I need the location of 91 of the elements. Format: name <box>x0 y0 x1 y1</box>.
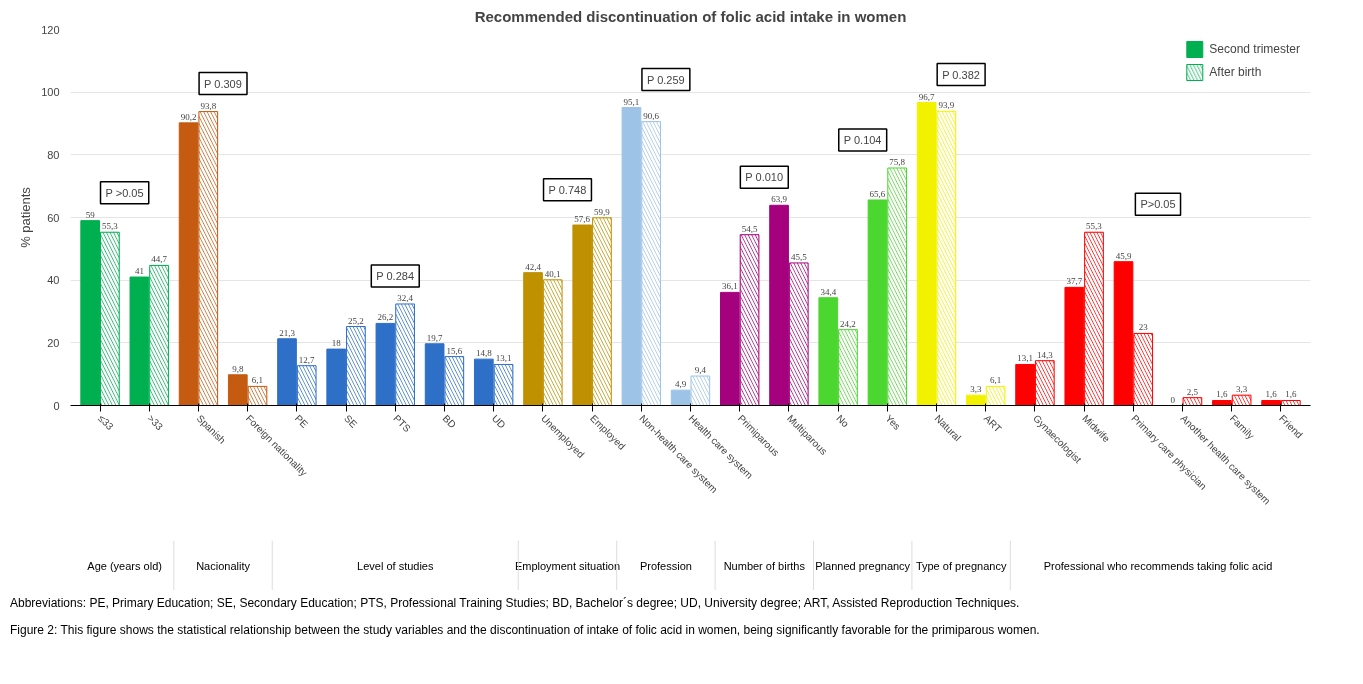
text: Number of births <box>723 559 806 572</box>
data-label: 95,1 <box>623 96 640 107</box>
y-tick-label: 120 <box>41 23 60 36</box>
y-tick-label: 60 <box>47 211 60 224</box>
data-label: 40,1 <box>544 268 561 279</box>
data-label: 90,2 <box>180 111 197 122</box>
data-label: 24,2 <box>840 318 856 329</box>
data-label: 41 <box>134 266 144 277</box>
data-label: 55,3 <box>101 221 119 232</box>
data-label: 19,7 <box>426 332 443 343</box>
x-tick-label: Yes <box>883 412 903 432</box>
y-tick-label: 80 <box>47 148 60 161</box>
data-label: 2,5 <box>1186 386 1199 397</box>
data-label: 42,4 <box>525 261 542 272</box>
data-label: 15,6 <box>446 345 463 356</box>
data-label: 1,6 <box>1265 389 1278 400</box>
data-label: 93,9 <box>938 100 955 111</box>
x-tick-label: UD <box>489 412 508 431</box>
annotation: P 0.104 <box>843 133 882 146</box>
text: Level of studies <box>357 559 434 572</box>
data-label: 90,6 <box>643 110 660 121</box>
legend-label: After birth <box>1209 65 1262 79</box>
x-tick-label: PTS <box>391 412 414 435</box>
y-tick-label: 0 <box>53 399 60 412</box>
data-label: 6,1 <box>989 375 1002 386</box>
annotation: P 0.748 <box>548 183 587 196</box>
data-label: 14,8 <box>475 348 493 359</box>
text: Professional who recommends taking folic acid <box>1043 559 1273 572</box>
data-label: 55,3 <box>1086 221 1103 232</box>
data-label: 59,9 <box>594 206 611 217</box>
data-label: 25,2 <box>348 315 364 326</box>
text: Abbreviations: PE, Primary Education; SE, Secondary Education; PTS, Professional Training Studies; BD, Bachelor´s degree; UD, University degree; ART, Assisted Reproduction Techniques. <box>10 595 1020 612</box>
data-label: 45,5 <box>790 251 808 262</box>
data-label: 65,6 <box>869 188 886 199</box>
x-tick-label: ART <box>981 412 1004 435</box>
data-label: 4,9 <box>675 379 687 390</box>
data-label: 75,8 <box>889 156 906 167</box>
x-tick-label: BD <box>440 412 459 431</box>
y-axis-title: % patients <box>18 186 34 248</box>
annotation: P >0.05 <box>105 186 144 199</box>
x-tick-label: PE <box>292 412 311 431</box>
data-label: 12,7 <box>298 354 316 365</box>
annotation: P 0.259 <box>646 73 685 86</box>
data-label: 1,6 <box>1216 389 1229 400</box>
data-label: 3,3 <box>1235 384 1248 395</box>
data-label: 54,5 <box>741 223 758 234</box>
text: Employment situation <box>514 559 621 572</box>
legend-label: Second trimester <box>1209 42 1300 56</box>
text: Planned pregnancy <box>815 559 911 572</box>
caption: Figure 2: This figure shows the statistical relationship between the study variables and the discontinuation of intake of folic acid in women, being significantly favorable for the primiparous women. <box>10 622 1040 640</box>
annotation: P 0.382 <box>942 68 980 81</box>
annotation: P 0.010 <box>745 171 784 184</box>
data-label: 26,2 <box>377 312 394 323</box>
data-label: 9,8 <box>232 363 244 374</box>
data-label: 32,4 <box>397 292 414 303</box>
annotation: P>0.05 <box>1140 198 1176 211</box>
data-label: 59 <box>85 209 96 220</box>
y-tick-label: 100 <box>41 86 60 99</box>
x-tick-label: ≤33 <box>96 412 116 433</box>
data-label: 36,1 <box>721 281 738 292</box>
data-label: 63,9 <box>771 194 788 205</box>
x-tick-label: SE <box>342 412 360 431</box>
data-label: 14,3 <box>1036 349 1054 360</box>
data-label: 6,1 <box>251 375 264 386</box>
data-label: 13,1 <box>1017 353 1033 364</box>
data-label: 13,1 <box>495 353 512 364</box>
data-label: 37,7 <box>1066 276 1083 287</box>
text: Nacionality <box>196 559 251 572</box>
annotation: P 0.309 <box>204 77 242 90</box>
data-label: 23 <box>1138 322 1149 333</box>
data-label: 93,8 <box>200 100 217 111</box>
x-tick-label: No <box>834 412 852 430</box>
text: Type of pregnancy <box>915 559 1007 572</box>
text: Age (years old) <box>87 559 162 572</box>
data-label: 96,7 <box>918 91 936 102</box>
chart-title: Recommended discontinuation of folic acid intake in women <box>474 7 907 25</box>
data-label: 45,9 <box>1115 250 1132 261</box>
data-label: 0 <box>1170 394 1176 405</box>
y-tick-label: 20 <box>47 336 60 349</box>
data-label: 34,4 <box>820 286 837 297</box>
data-label: 1,6 <box>1285 389 1297 400</box>
data-label: 57,6 <box>574 214 591 225</box>
annotation: P 0.284 <box>376 269 415 282</box>
data-label: 44,7 <box>151 254 168 265</box>
data-label: 9,4 <box>694 365 707 376</box>
x-tick-label: >33 <box>145 412 166 433</box>
text: Profession <box>639 559 692 572</box>
data-label: 3,3 <box>970 384 983 395</box>
data-label: 21,3 <box>279 327 296 338</box>
data-label: 18 <box>331 338 342 349</box>
y-tick-label: 40 <box>47 274 60 287</box>
